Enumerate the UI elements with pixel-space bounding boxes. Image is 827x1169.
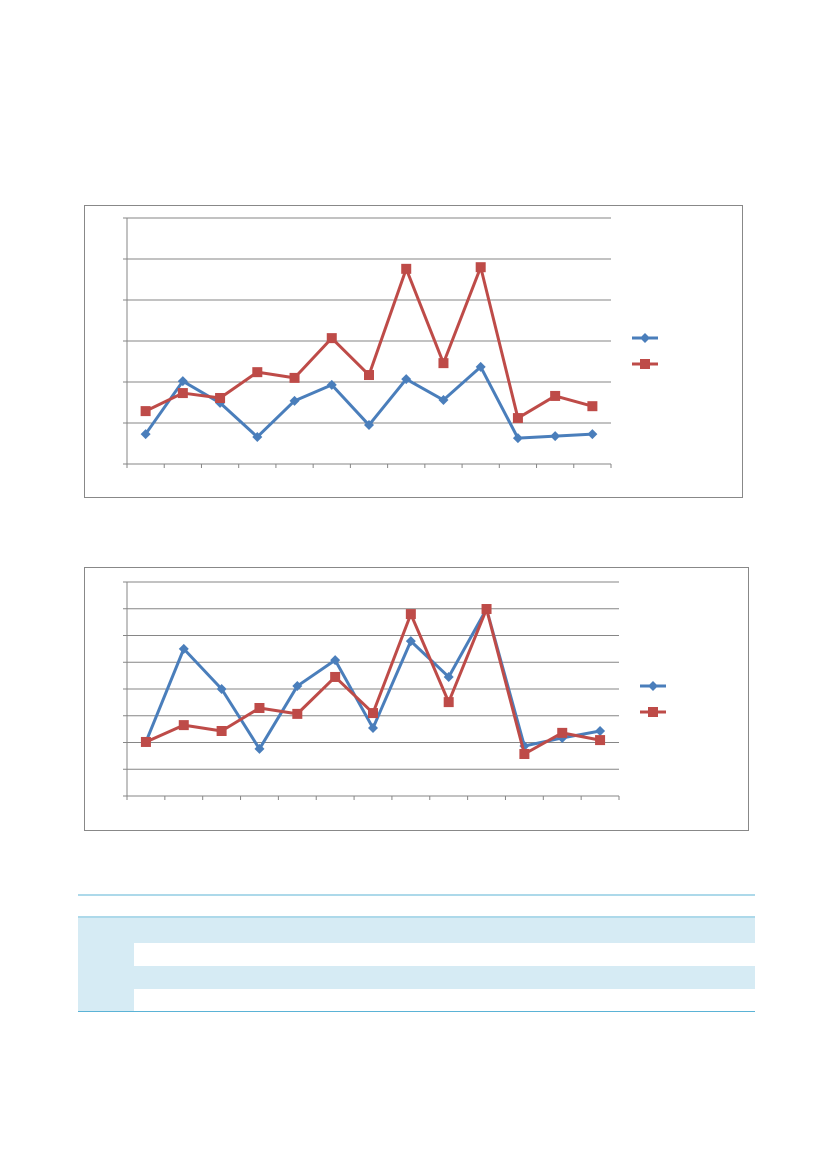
- table-cell: [78, 943, 134, 966]
- marker: [519, 749, 530, 760]
- marker: [401, 263, 412, 274]
- marker: [587, 429, 598, 440]
- marker: [405, 609, 416, 620]
- marker: [254, 702, 265, 713]
- marker: [364, 420, 374, 431]
- marker: [177, 376, 188, 387]
- marker: [254, 743, 265, 754]
- marker: [292, 708, 303, 719]
- marker: [364, 370, 374, 381]
- marker: [512, 413, 523, 424]
- marker: [177, 388, 188, 399]
- marker: [648, 681, 658, 691]
- marker: [595, 725, 606, 736]
- marker: [140, 406, 151, 417]
- marker: [326, 379, 337, 390]
- marker: [368, 708, 378, 719]
- marker: [475, 361, 486, 372]
- marker: [178, 720, 189, 731]
- marker: [216, 684, 227, 694]
- marker: [481, 604, 492, 615]
- marker: [401, 374, 412, 385]
- marker: [640, 333, 650, 343]
- marker: [289, 372, 300, 383]
- table-cell: [78, 989, 134, 1011]
- marker: [443, 671, 454, 682]
- marker: [252, 431, 263, 442]
- marker: [326, 333, 337, 344]
- chart-frame: [84, 205, 743, 498]
- marker: [368, 723, 378, 734]
- marker: [640, 359, 650, 369]
- marker: [438, 358, 449, 369]
- marker: [443, 697, 454, 708]
- marker: [557, 727, 568, 738]
- marker: [178, 643, 189, 654]
- marker: [550, 431, 561, 442]
- marker: [330, 655, 341, 666]
- marker: [512, 433, 523, 444]
- marker: [140, 736, 151, 747]
- marker: [475, 262, 486, 273]
- marker: [330, 671, 341, 682]
- marker: [289, 395, 300, 406]
- marker: [587, 401, 598, 412]
- marker: [292, 681, 303, 692]
- table-row: [78, 918, 755, 943]
- marker: [140, 429, 151, 440]
- table: [78, 894, 755, 1012]
- marker: [438, 395, 449, 406]
- marker: [550, 390, 561, 401]
- marker: [252, 367, 263, 378]
- marker: [405, 636, 416, 647]
- table-row: [78, 966, 755, 989]
- marker: [215, 392, 226, 403]
- marker: [648, 707, 658, 717]
- chart-frame: [84, 567, 749, 831]
- marker: [216, 725, 227, 736]
- marker: [595, 735, 606, 746]
